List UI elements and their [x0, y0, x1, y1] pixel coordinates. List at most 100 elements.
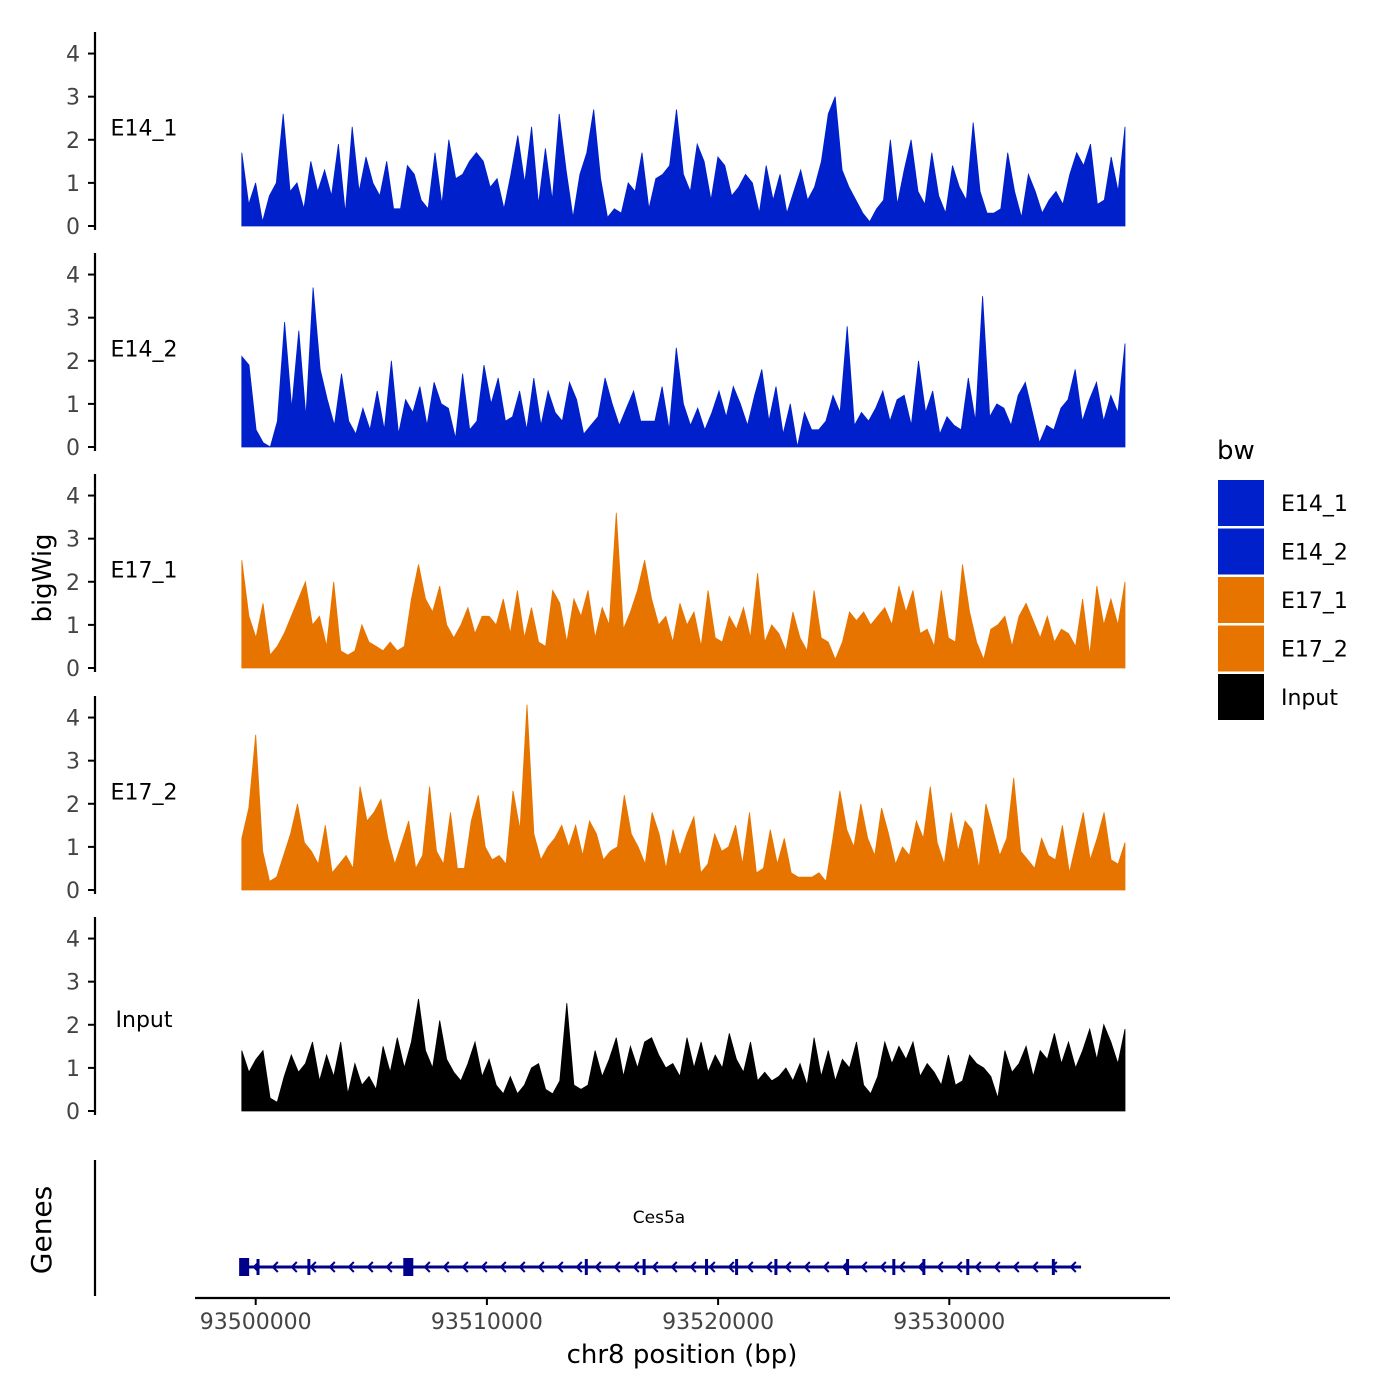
exon-block: [705, 1259, 709, 1275]
strand-arrow: [594, 1261, 602, 1273]
strand-arrow: [746, 1261, 754, 1273]
y-tick-label: 3: [66, 86, 80, 111]
signal-area-E17_2: [241, 704, 1126, 891]
y-tick-label: 3: [66, 307, 80, 332]
track-E17_1: 0 1 2 3 4 E17_1: [66, 474, 1126, 682]
x-tick-label: 93500000: [200, 1310, 312, 1335]
track-label-E14_2: E14_2: [111, 337, 178, 362]
strand-arrow: [651, 1261, 659, 1273]
strand-arrow: [385, 1261, 393, 1273]
strand-arrow: [613, 1261, 621, 1273]
y-tick-label: 2: [66, 129, 80, 154]
strand-arrow: [271, 1261, 279, 1273]
y-tick-label: 3: [66, 750, 80, 775]
exon-block: [307, 1259, 311, 1275]
legend-swatch-E17_1: [1218, 577, 1264, 623]
strand-arrow: [898, 1261, 906, 1273]
y-tick-label: 0: [66, 436, 80, 461]
strand-arrow: [480, 1261, 488, 1273]
y-tick-label: 1: [66, 1057, 80, 1082]
x-axis: 93500000 93510000 93520000 93530000: [195, 1296, 1170, 1335]
y-tick-label: 1: [66, 172, 80, 197]
track-label-E17_1: E17_1: [111, 558, 178, 583]
strand-arrow: [1031, 1261, 1039, 1273]
track-E14_1: 0 1 2 3 4 E14_1: [66, 32, 1126, 240]
exon-block: [239, 1258, 250, 1276]
gene-model: [239, 1258, 1082, 1276]
strand-arrow: [1012, 1261, 1020, 1273]
y-axis-title: bigWig: [28, 533, 58, 622]
x-tick-label: 93530000: [893, 1310, 1005, 1335]
exon-block: [584, 1259, 588, 1275]
strand-arrow: [632, 1261, 640, 1273]
strand-arrow: [347, 1261, 355, 1273]
strand-arrow: [1050, 1261, 1058, 1273]
y-tick-label: 0: [66, 657, 80, 682]
strand-arrow: [727, 1261, 735, 1273]
strand-arrow: [765, 1261, 773, 1273]
legend-label-E17_2: E17_2: [1281, 638, 1348, 663]
legend-swatch-Input: [1218, 674, 1264, 720]
legend-label-E17_1: E17_1: [1281, 589, 1348, 614]
strand-arrow: [879, 1261, 887, 1273]
strand-arrow: [803, 1261, 811, 1273]
strand-arrow: [917, 1261, 925, 1273]
legend-label-E14_1: E14_1: [1281, 492, 1348, 517]
track-label-Input: Input: [116, 1008, 173, 1033]
exon-block: [1051, 1259, 1055, 1275]
y-tick-label: 4: [66, 707, 80, 732]
genes-label: Genes: [25, 1186, 58, 1274]
track-E17_2: 0 1 2 3 4 E17_2: [66, 696, 1126, 904]
strand-arrow: [1069, 1261, 1077, 1273]
legend-title: bw: [1217, 436, 1255, 466]
strand-arrow: [822, 1261, 830, 1273]
legend-swatch-E17_2: [1218, 625, 1264, 672]
exon-block: [846, 1259, 850, 1275]
exon-block: [256, 1259, 260, 1275]
exon-block: [403, 1258, 414, 1276]
strand-arrow: [860, 1261, 868, 1273]
strand-arrow: [518, 1261, 526, 1273]
track-label-E14_1: E14_1: [111, 116, 178, 141]
strand-arrow: [290, 1261, 298, 1273]
legend-swatch-E14_2: [1218, 528, 1264, 575]
y-tick-label: 4: [66, 928, 80, 953]
strand-arrow: [784, 1261, 792, 1273]
strand-arrow: [442, 1261, 450, 1273]
strand-arrow: [974, 1261, 982, 1273]
track-label-E17_2: E17_2: [111, 780, 178, 805]
y-tick-label: 1: [66, 393, 80, 418]
y-tick-label: 4: [66, 485, 80, 510]
strand-arrow: [689, 1261, 697, 1273]
y-tick-label: 2: [66, 571, 80, 596]
strand-arrow: [575, 1261, 583, 1273]
legend-label-Input: Input: [1281, 686, 1338, 711]
x-tick-label: 93520000: [662, 1310, 774, 1335]
strand-arrow: [955, 1261, 963, 1273]
signal-area-E17_1: [241, 512, 1126, 669]
gene-name-label: Ces5a: [633, 1208, 685, 1228]
track-Input: 0 1 2 3 4 Input: [66, 917, 1126, 1125]
exon-block: [966, 1259, 970, 1275]
legend-swatch-E14_1: [1218, 480, 1264, 526]
strand-arrow: [537, 1261, 545, 1273]
strand-arrow: [708, 1261, 716, 1273]
exon-block: [735, 1259, 739, 1275]
exon-block: [642, 1259, 646, 1275]
y-tick-label: 1: [66, 614, 80, 639]
y-tick-label: 0: [66, 1100, 80, 1125]
y-tick-label: 3: [66, 971, 80, 996]
y-tick-label: 4: [66, 264, 80, 289]
y-tick-label: 0: [66, 215, 80, 240]
y-tick-label: 4: [66, 43, 80, 68]
y-tick-label: 3: [66, 528, 80, 553]
signal-area-E14_1: [241, 96, 1126, 227]
strand-arrow: [366, 1261, 374, 1273]
strand-arrow: [328, 1261, 336, 1273]
strand-arrow: [936, 1261, 944, 1273]
exon-block: [774, 1259, 778, 1275]
signal-area-E14_2: [241, 287, 1126, 448]
signal-area-Input: [241, 998, 1126, 1112]
strand-arrow: [670, 1261, 678, 1273]
